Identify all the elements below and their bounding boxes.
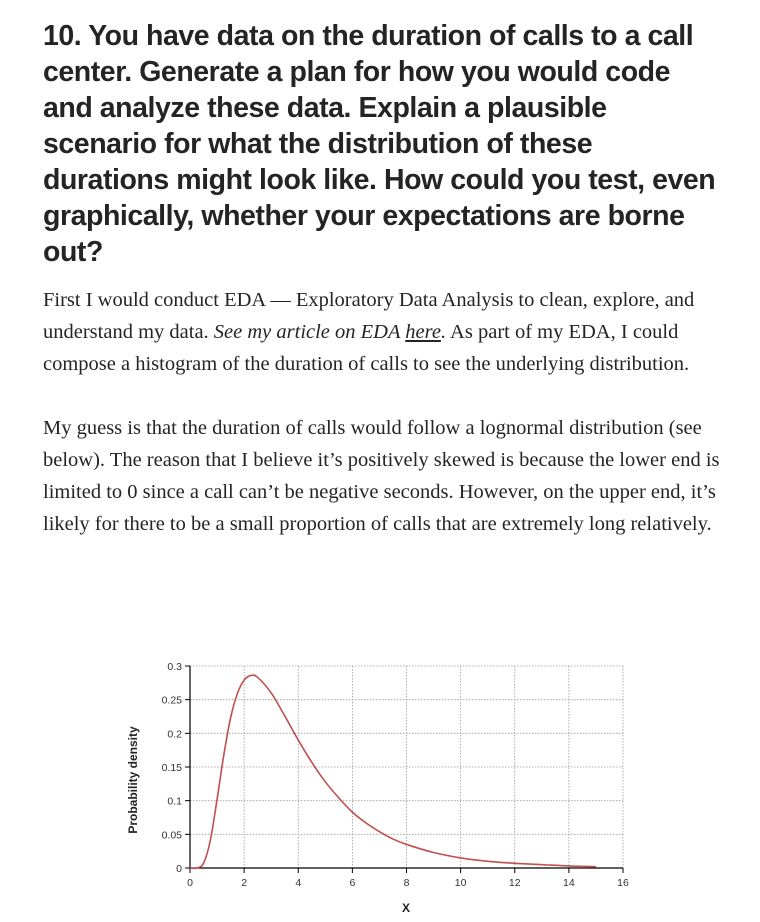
x-tick-label: 16: [617, 877, 629, 889]
y-tick-label: 0.05: [162, 829, 183, 841]
x-axis-label: X: [402, 901, 410, 915]
eda-article-link[interactable]: here: [405, 321, 441, 343]
y-tick-label: 0.1: [167, 796, 182, 808]
y-tick-label: 0.15: [162, 762, 183, 774]
x-tick-label: 14: [563, 877, 575, 889]
question-heading: 10. You have data on the duration of cal…: [43, 20, 716, 268]
article-content: 10. You have data on the duration of cal…: [43, 18, 723, 540]
lognormal-chart: 0 0.05 0.1 0.15 0.2 0.25 0.3 0 2 4 6 8 10 12 14 16 X Pr…: [126, 661, 629, 915]
y-tick-label: 0: [176, 863, 182, 875]
y-tick-label: 0.2: [167, 728, 182, 740]
y-tick-label: 0.3: [167, 661, 182, 673]
density-curve: [189, 674, 596, 870]
x-tick-label: 12: [509, 877, 521, 889]
chart-grid: [190, 665, 624, 868]
paragraph-eda-continued: As part of my EDA, I could compose a his…: [43, 321, 690, 375]
y-tick-label: 0.25: [162, 695, 183, 707]
x-tick-label: 10: [455, 877, 467, 889]
eda-reference-end: .: [440, 321, 447, 343]
x-tick-label: 4: [295, 877, 301, 889]
x-tick-label: 2: [241, 877, 247, 889]
chart-ticks: 0 0.05 0.1 0.15 0.2 0.25 0.3 0 2 4 6 8 10 12 14 16: [162, 661, 629, 889]
paragraph-eda-text: First I would conduct EDA — Exploratory …: [43, 289, 695, 343]
x-tick-label: 0: [187, 877, 193, 889]
x-tick-label: 6: [349, 877, 355, 889]
paragraph-lognormal: My guess is that the duration of calls w…: [43, 417, 720, 535]
eda-reference-text: See my article on EDA: [213, 321, 406, 343]
paragraph-eda: First I would conduct EDA — Exploratory …: [43, 284, 723, 380]
eda-reference: See my article on EDA here.: [214, 321, 446, 343]
y-axis-label: Probability density: [126, 726, 140, 834]
x-tick-label: 8: [404, 877, 410, 889]
